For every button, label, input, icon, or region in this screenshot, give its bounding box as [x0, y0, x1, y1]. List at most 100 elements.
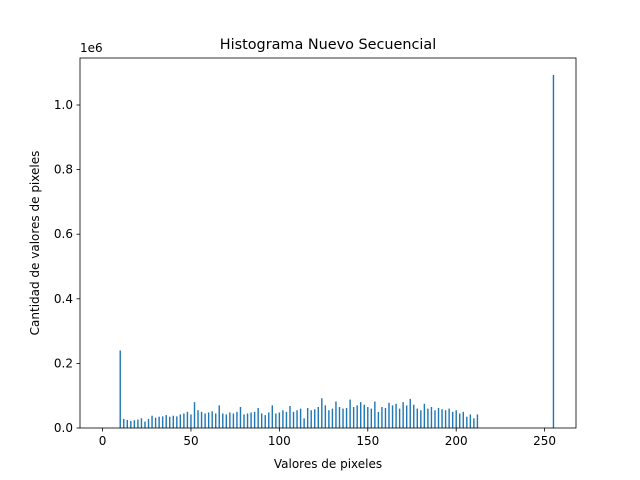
bar [395, 403, 397, 428]
bar [413, 404, 415, 428]
bar [338, 407, 341, 428]
bar [271, 405, 274, 428]
bar [324, 405, 327, 428]
bar [476, 414, 479, 428]
bar [193, 402, 196, 428]
bar [207, 412, 210, 428]
bar [200, 411, 203, 428]
bar [310, 410, 312, 428]
bar [451, 411, 454, 428]
bar [257, 407, 259, 428]
bar [303, 418, 305, 428]
bar [161, 416, 164, 428]
bar [367, 407, 369, 428]
bar [356, 405, 358, 428]
x-tick-label: 150 [356, 434, 379, 448]
bar [285, 411, 288, 428]
y-offset-text: 1e6 [80, 41, 103, 55]
bar [430, 407, 433, 428]
bar [420, 410, 422, 428]
y-tick-label: 0.4 [54, 292, 73, 306]
bar [211, 411, 213, 428]
bar [232, 413, 235, 428]
bar [416, 408, 419, 428]
bar [186, 411, 189, 428]
bar [345, 407, 348, 428]
bar [317, 407, 319, 428]
bar [179, 414, 182, 428]
x-tick-label: 0 [99, 434, 107, 448]
bar [243, 414, 245, 428]
bar [469, 414, 472, 428]
bar [289, 406, 291, 428]
bar [133, 420, 136, 428]
bar [154, 417, 157, 428]
bar [158, 416, 160, 428]
bar [374, 401, 376, 428]
bar [215, 413, 217, 428]
bar [441, 409, 443, 428]
bar [278, 412, 281, 428]
bar [388, 402, 390, 428]
bar [335, 401, 337, 428]
bar [314, 409, 316, 428]
bar [409, 398, 411, 428]
bar [119, 350, 121, 428]
bar [225, 414, 228, 428]
bar [321, 398, 323, 428]
y-tick-label: 1.0 [54, 98, 73, 112]
bar [282, 410, 284, 428]
bar [437, 407, 440, 428]
bar [370, 408, 373, 428]
chart-title: Histograma Nuevo Secuencial [220, 37, 436, 53]
bar [391, 405, 394, 428]
bar [331, 408, 334, 428]
x-tick-label: 250 [533, 434, 556, 448]
y-tick-label: 0.8 [54, 163, 73, 177]
bar [126, 419, 129, 428]
bar [444, 410, 447, 428]
bar [306, 407, 309, 428]
bar [342, 408, 344, 428]
x-tick-label: 100 [268, 434, 291, 448]
bar [130, 420, 132, 428]
bar [384, 407, 387, 428]
bar [398, 408, 401, 428]
bar [352, 407, 355, 428]
bar [427, 408, 429, 428]
bar [260, 413, 263, 428]
bar [140, 418, 143, 428]
bar [299, 408, 302, 428]
x-tick-label: 50 [183, 434, 198, 448]
bar [246, 413, 249, 428]
bar [455, 410, 457, 428]
bar [349, 399, 351, 428]
bar [377, 411, 380, 428]
bar [183, 413, 185, 428]
bar [236, 411, 238, 428]
bar [169, 416, 171, 428]
bar [402, 402, 404, 428]
bar [172, 415, 174, 428]
bar [328, 410, 330, 428]
bar [147, 418, 150, 428]
bar [448, 408, 450, 428]
y-tick-label: 0.2 [54, 356, 73, 370]
bar [466, 416, 468, 428]
bar [197, 410, 199, 428]
bar [423, 403, 426, 428]
bar [462, 411, 464, 428]
bar [264, 415, 266, 428]
bar [222, 413, 224, 428]
x-axis-label: Valores de pixeles [274, 457, 382, 471]
bar [229, 412, 231, 428]
bar [360, 402, 362, 428]
bar [123, 418, 125, 428]
y-axis-label: Cantidad de valores de pixeles [28, 151, 42, 336]
bar [296, 410, 298, 428]
bar [137, 419, 139, 428]
bar [151, 415, 153, 428]
bar [363, 404, 365, 428]
